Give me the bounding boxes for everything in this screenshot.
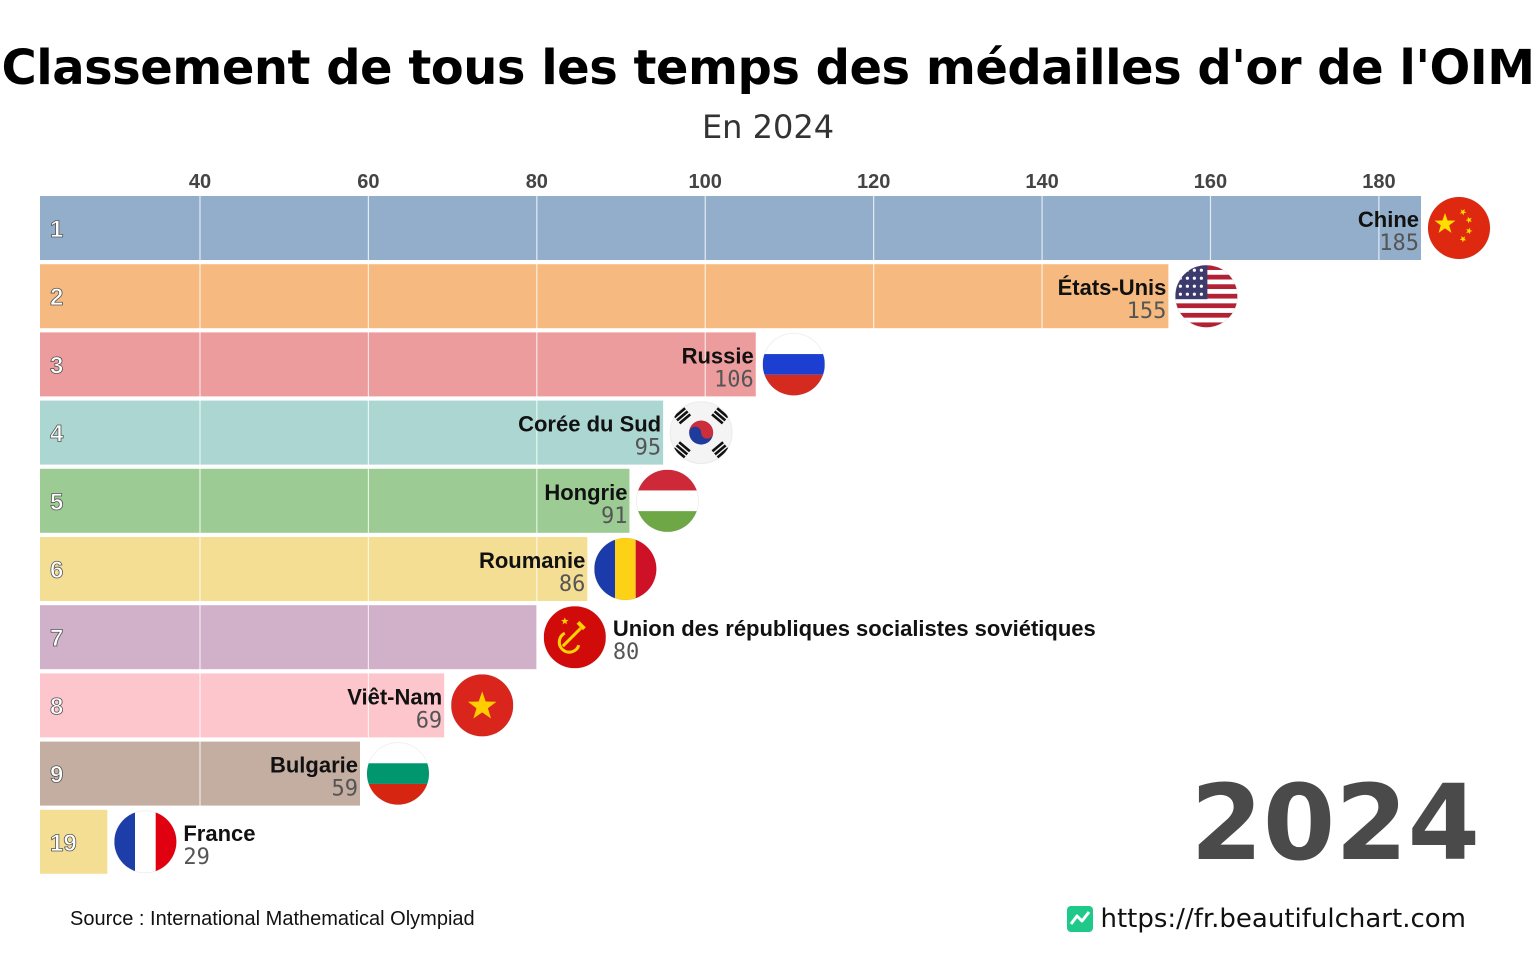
south-korea-flag — [669, 401, 733, 465]
site-url: https://fr.beautifulchart.com — [1100, 904, 1467, 934]
value-label: 69 — [416, 708, 443, 733]
value-label: 80 — [613, 640, 640, 665]
country-label: Hongrie — [544, 480, 627, 505]
value-label: 59 — [331, 777, 358, 802]
bar — [40, 400, 664, 465]
x-tick-label: 100 — [689, 171, 722, 193]
value-label: 185 — [1379, 231, 1419, 256]
rank-label: 9 — [50, 762, 63, 789]
bar — [40, 605, 537, 670]
bar — [40, 537, 588, 601]
country-label: Corée du Sud — [518, 412, 661, 437]
rank-label: 6 — [50, 557, 63, 584]
bar — [40, 196, 1421, 260]
ussr-flag — [543, 605, 607, 669]
country-label: Viêt-Nam — [347, 684, 442, 709]
bar — [40, 468, 630, 533]
country-label: Bulgarie — [270, 753, 358, 778]
vietnam-flag — [450, 673, 514, 737]
x-tick-label: 60 — [357, 171, 379, 193]
country-label: Union des républiques socialistes soviét… — [613, 616, 1096, 641]
source-text: Source : International Mathematical Olym… — [70, 908, 475, 930]
x-tick-label: 120 — [857, 171, 890, 193]
x-tick-label: 160 — [1194, 171, 1227, 193]
china-flag — [1427, 196, 1491, 260]
rank-label: 8 — [50, 693, 63, 720]
beautifulchart-logo-icon — [1066, 906, 1093, 932]
x-tick-label: 140 — [1025, 171, 1058, 193]
bar — [40, 332, 756, 397]
country-label: France — [183, 821, 255, 846]
france-flag — [113, 810, 177, 874]
bar — [40, 264, 1169, 329]
value-label: 86 — [559, 572, 586, 597]
chart-title: Classement de tous les temps des médaill… — [1, 40, 1535, 96]
value-label: 29 — [183, 845, 210, 870]
value-label: 95 — [635, 436, 662, 461]
rank-label: 4 — [50, 421, 64, 448]
year-indicator: 2024 — [1190, 762, 1480, 884]
x-tick-label: 40 — [189, 171, 211, 193]
rank-label: 7 — [50, 625, 63, 652]
site-link[interactable]: https://fr.beautifulchart.com — [1066, 904, 1467, 934]
value-label: 91 — [601, 504, 628, 529]
hungary-flag — [635, 469, 699, 533]
bulgaria-flag — [366, 742, 430, 806]
russia-flag — [762, 332, 826, 396]
romania-flag — [593, 537, 657, 601]
value-label: 106 — [714, 367, 754, 392]
x-tick-label: 80 — [526, 171, 548, 193]
country-label: États-Unis — [1058, 275, 1167, 300]
country-label: Russie — [682, 343, 754, 368]
rank-label: 3 — [50, 352, 63, 379]
bar — [40, 673, 445, 738]
bar — [40, 809, 108, 874]
rank-label: 5 — [50, 489, 63, 516]
x-tick-label: 180 — [1362, 171, 1395, 193]
country-label: Chine — [1358, 207, 1419, 232]
usa-flag — [1174, 264, 1238, 328]
country-label: Roumanie — [479, 548, 585, 573]
value-label: 155 — [1127, 299, 1167, 324]
rank-label: 2 — [50, 284, 63, 311]
rank-label: 1 — [50, 216, 63, 243]
rank-label: 19 — [50, 830, 77, 857]
chart-subtitle: En 2024 — [701, 108, 835, 146]
